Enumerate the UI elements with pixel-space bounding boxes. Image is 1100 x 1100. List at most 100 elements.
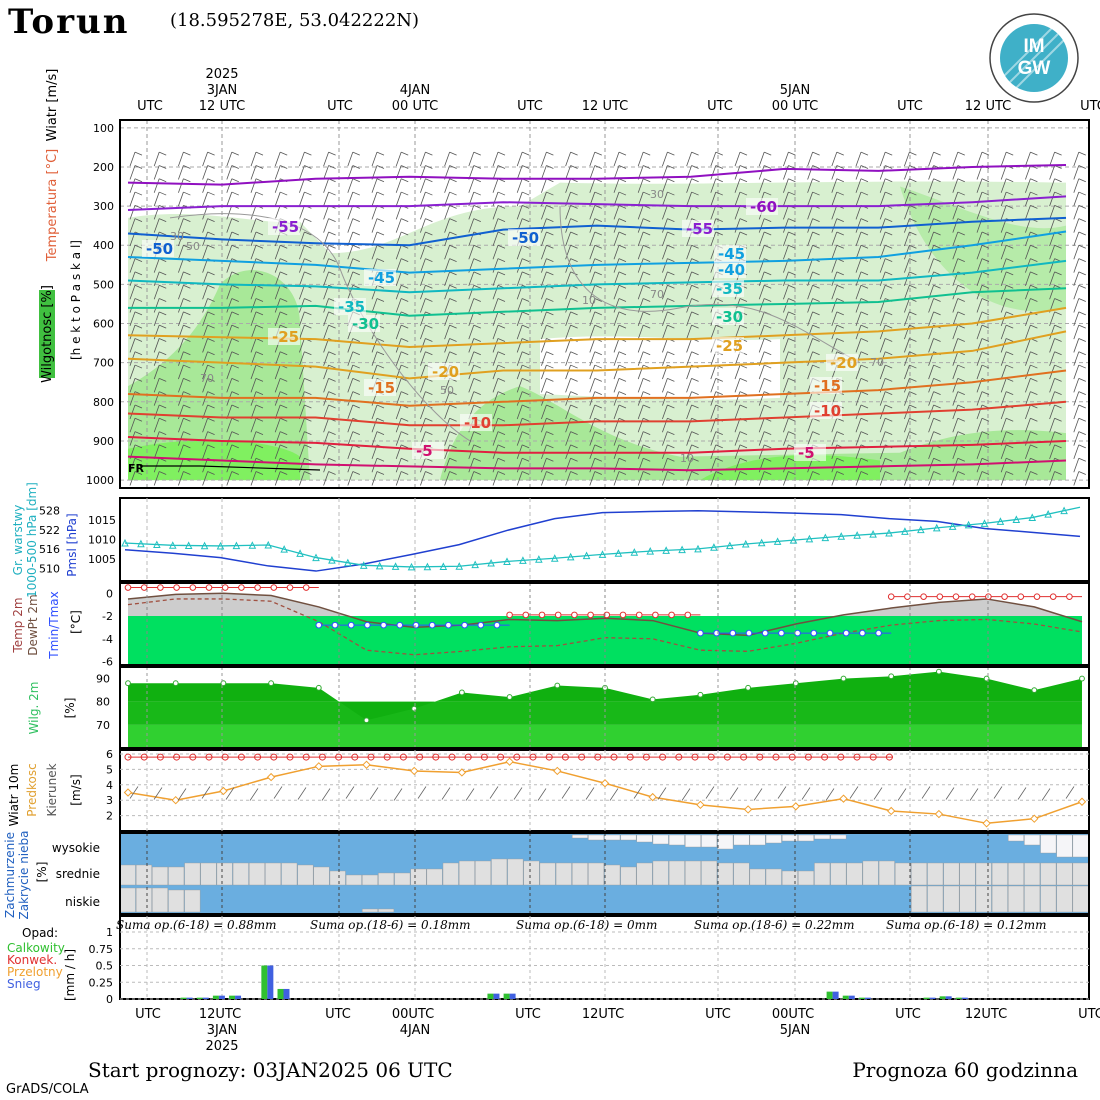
- wind-barb-flag: [715, 404, 723, 409]
- wind-barb-flag: [231, 338, 239, 342]
- wind-barb-flag: [885, 338, 893, 342]
- wind-barb-flag: [1054, 364, 1062, 369]
- wind-barb: [420, 218, 426, 233]
- wind-barb-flag: [425, 165, 433, 169]
- wind-barb: [831, 311, 838, 326]
- wind-barb: [1049, 178, 1055, 193]
- wind-barb: [662, 351, 668, 366]
- wind-barb: [686, 431, 692, 446]
- wind-barb-flag: [643, 284, 651, 289]
- wind-barb-flag: [207, 244, 215, 249]
- wind-barb-flag: [207, 351, 215, 356]
- wind-barb-flag: [401, 338, 409, 342]
- wind-barb-flag: [933, 151, 941, 156]
- wind-barb: [1073, 458, 1080, 473]
- wind-barb: [657, 787, 667, 800]
- wind-barb: [976, 325, 983, 340]
- wind-barb-flag: [643, 351, 651, 356]
- cloud-low-bar: [168, 889, 185, 913]
- wind-barb-flag: [836, 431, 844, 435]
- wind-barb: [274, 191, 281, 207]
- tmin-line-marker: [331, 621, 339, 629]
- wind-barb: [129, 205, 136, 220]
- wind-barb-flag: [764, 165, 772, 169]
- wind-barb-flag: [957, 191, 965, 196]
- wind-barb-flag: [280, 271, 288, 276]
- wind-barb-flag: [425, 391, 433, 396]
- pressure-tick: 100: [93, 122, 114, 135]
- wind-barb: [178, 152, 184, 167]
- wind-barb-flag: [183, 364, 191, 369]
- wind-barb-flag: [328, 471, 336, 475]
- wind-barb: [710, 364, 717, 380]
- wind-barb: [153, 218, 160, 233]
- wind-barb: [1000, 378, 1007, 393]
- tmin-line-marker: [810, 629, 818, 637]
- wind-barb: [1000, 152, 1007, 167]
- geopot-line: [124, 506, 1081, 568]
- top-time-tick: UTC: [327, 99, 353, 114]
- wind-barb: [250, 191, 257, 207]
- wind-barb-flag: [546, 244, 554, 249]
- pmsl-axis-label: Pmsl [hPa]: [65, 513, 79, 576]
- wind-barb-flag: [715, 378, 723, 382]
- wind-barb-flag: [1030, 417, 1038, 422]
- wind-barb-flag: [304, 271, 312, 276]
- wind-barb-flag: [788, 471, 796, 475]
- wind-barb-flag: [885, 324, 893, 329]
- wind-barb: [686, 245, 692, 260]
- wind-barb: [1000, 351, 1007, 366]
- wind-barb-flag: [134, 431, 143, 435]
- wind-barb-flag: [304, 417, 312, 422]
- geopot-marker: [917, 525, 925, 534]
- wind-barb-flag: [207, 271, 215, 276]
- wind-barb: [831, 471, 838, 486]
- wind-barb: [734, 205, 741, 220]
- geopot-tick: 510: [39, 563, 60, 576]
- wind-barb-flag: [909, 205, 917, 209]
- station-title: Torun: [8, 2, 130, 42]
- wind-barb-flag: [1078, 324, 1086, 329]
- wind-barb: [226, 178, 233, 193]
- wind-barb: [321, 788, 331, 801]
- rh-marker: [459, 689, 465, 696]
- wind-barb-flag: [280, 391, 288, 396]
- wind-barb: [637, 285, 644, 300]
- wind-barb: [589, 152, 596, 167]
- wind-barb: [1025, 444, 1031, 460]
- cloud-high-bar: [814, 834, 831, 840]
- wind-barb: [1073, 205, 1080, 220]
- wind-barb-flag: [981, 178, 990, 183]
- bottom-time-tick: UTC: [135, 1007, 161, 1022]
- wind-barb-flag: [836, 151, 844, 156]
- wind-barb-flag: [449, 165, 457, 169]
- wind-barb-flag: [933, 231, 941, 236]
- wind-barb: [686, 338, 692, 353]
- wind-barb: [1000, 205, 1007, 220]
- wind-barb-flag: [812, 351, 820, 356]
- wind-barb-flag: [449, 244, 457, 249]
- wind-barb-flag: [497, 338, 506, 342]
- wind-barb-flag: [570, 151, 578, 156]
- wind-barb-flag: [836, 284, 844, 289]
- wind-barb: [565, 218, 571, 233]
- wind-barb: [662, 191, 668, 207]
- wind-barb: [807, 431, 813, 446]
- wind-barb: [1073, 404, 1080, 420]
- wind-barb: [662, 338, 668, 353]
- wind-barb: [710, 471, 717, 486]
- wind-barb: [1000, 178, 1007, 193]
- wind-barb-flag: [352, 284, 360, 289]
- wind-barb: [274, 418, 281, 433]
- wind-barb: [565, 298, 571, 313]
- wind-unit-label: [m/s]: [69, 774, 83, 805]
- wind-barb-flag: [667, 471, 675, 475]
- wind-barb: [758, 458, 765, 473]
- wind-barb-flag: [255, 351, 264, 356]
- wind-barb-flag: [1078, 258, 1086, 262]
- wind-barb-flag: [546, 311, 554, 316]
- wind-barb-flag: [207, 444, 215, 449]
- wind-barb-flag: [981, 244, 990, 249]
- wind-barb: [371, 298, 378, 313]
- wind-barb-flag: [183, 431, 191, 435]
